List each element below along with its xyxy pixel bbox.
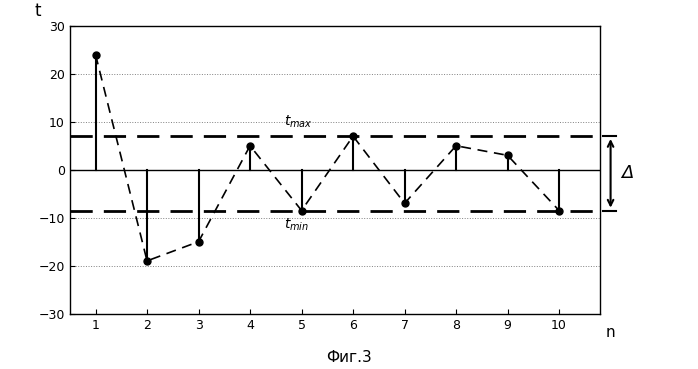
Text: $t_{min}$: $t_{min}$ — [283, 216, 309, 233]
Text: $t_{max}$: $t_{max}$ — [283, 114, 312, 130]
Text: Δ: Δ — [621, 164, 633, 182]
Y-axis label: t: t — [35, 2, 41, 20]
Text: Фиг.3: Фиг.3 — [326, 350, 372, 365]
Text: n: n — [606, 325, 615, 340]
